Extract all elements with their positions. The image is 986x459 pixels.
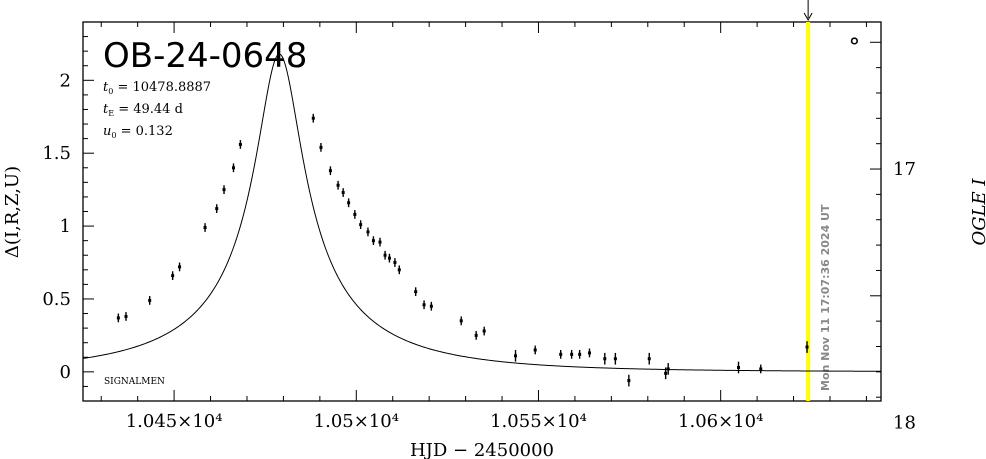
y-tick-label: 1.5 — [42, 143, 71, 164]
fit-parameter: u0 = 0.132 — [103, 124, 173, 140]
data-point — [805, 345, 809, 349]
data-point — [737, 365, 741, 369]
data-point — [422, 303, 426, 307]
data-point — [353, 212, 357, 216]
current-date-arrow-head — [803, 12, 813, 22]
data-point — [533, 348, 537, 352]
data-point — [383, 253, 387, 257]
data-point — [341, 191, 345, 195]
data-point — [359, 223, 363, 227]
x-tick-label: 1.05×10⁴ — [314, 411, 399, 432]
data-point — [347, 201, 351, 205]
signature-label: SIGNALMEN — [104, 377, 165, 387]
x-tick-label: 1.045×10⁴ — [126, 411, 223, 432]
data-point — [559, 352, 563, 356]
data-point — [850, 37, 859, 45]
data-point — [647, 357, 651, 361]
data-point — [319, 145, 323, 149]
y-tick-label: 1 — [60, 216, 71, 237]
data-point — [328, 169, 332, 173]
y-tick-label: 0.5 — [42, 289, 71, 310]
x-tick-label: 1.055×10⁴ — [490, 411, 587, 432]
data-points — [116, 37, 859, 387]
data-point — [666, 367, 670, 371]
data-point — [171, 274, 175, 278]
data-point — [387, 256, 391, 260]
plot-frame — [82, 21, 882, 402]
data-point — [203, 226, 207, 230]
fit-parameter: t0 = 10478.8887 — [103, 80, 211, 96]
y-tick-label: 0 — [60, 362, 71, 383]
data-point — [238, 142, 242, 146]
data-point — [514, 354, 518, 358]
data-point — [336, 183, 340, 187]
data-point — [311, 116, 315, 120]
chart-title: OB-24-0648 — [103, 36, 307, 76]
data-point — [378, 240, 382, 244]
data-point — [664, 371, 668, 375]
model-curve — [82, 53, 881, 372]
data-point — [627, 379, 631, 383]
data-point — [393, 261, 397, 265]
data-point — [429, 304, 433, 308]
x-tick-label: 1.06×10⁴ — [678, 411, 763, 432]
data-point — [124, 314, 128, 318]
data-point — [578, 352, 582, 356]
data-point — [414, 290, 418, 294]
data-point — [148, 298, 152, 302]
current-date-marker: Mon Nov 11 17:07:36 2024 UT — [803, 0, 832, 401]
y-right-tick-label: 18 — [893, 413, 916, 434]
y-right-tick-label: 17 — [893, 159, 916, 180]
y-axis-title-left: Δ(I,R,Z,U) — [2, 166, 23, 258]
data-point — [215, 207, 219, 211]
y-tick-label: 2 — [60, 70, 71, 91]
data-point — [459, 319, 463, 323]
axis-ticks — [83, 21, 881, 402]
tick-labels: 1.045×10⁴ 1.05×10⁴ 1.055×10⁴ 1.06×10⁴ 0 0.5 1 1… — [42, 70, 916, 434]
data-point — [482, 329, 486, 333]
data-point — [371, 239, 375, 243]
fit-parameters: t0 = 10478.8887 tE = 49.44 d u0 = 0.132 — [103, 80, 211, 140]
fit-parameter: tE = 49.44 d — [103, 102, 183, 118]
y-axis-title-right: OGLE I — [969, 178, 986, 246]
data-point — [603, 357, 607, 361]
data-point — [231, 166, 235, 170]
current-date-label: Mon Nov 11 17:07:36 2024 UT — [819, 204, 832, 391]
x-axis-title: HJD − 2450000 — [410, 440, 554, 459]
data-point — [366, 230, 370, 234]
data-point — [222, 188, 226, 192]
data-point — [570, 352, 574, 356]
data-point — [397, 268, 401, 272]
data-point — [613, 357, 617, 361]
data-point — [178, 265, 182, 269]
data-point — [587, 351, 591, 355]
data-point — [116, 316, 120, 320]
data-point — [474, 333, 478, 337]
data-point — [759, 367, 763, 371]
